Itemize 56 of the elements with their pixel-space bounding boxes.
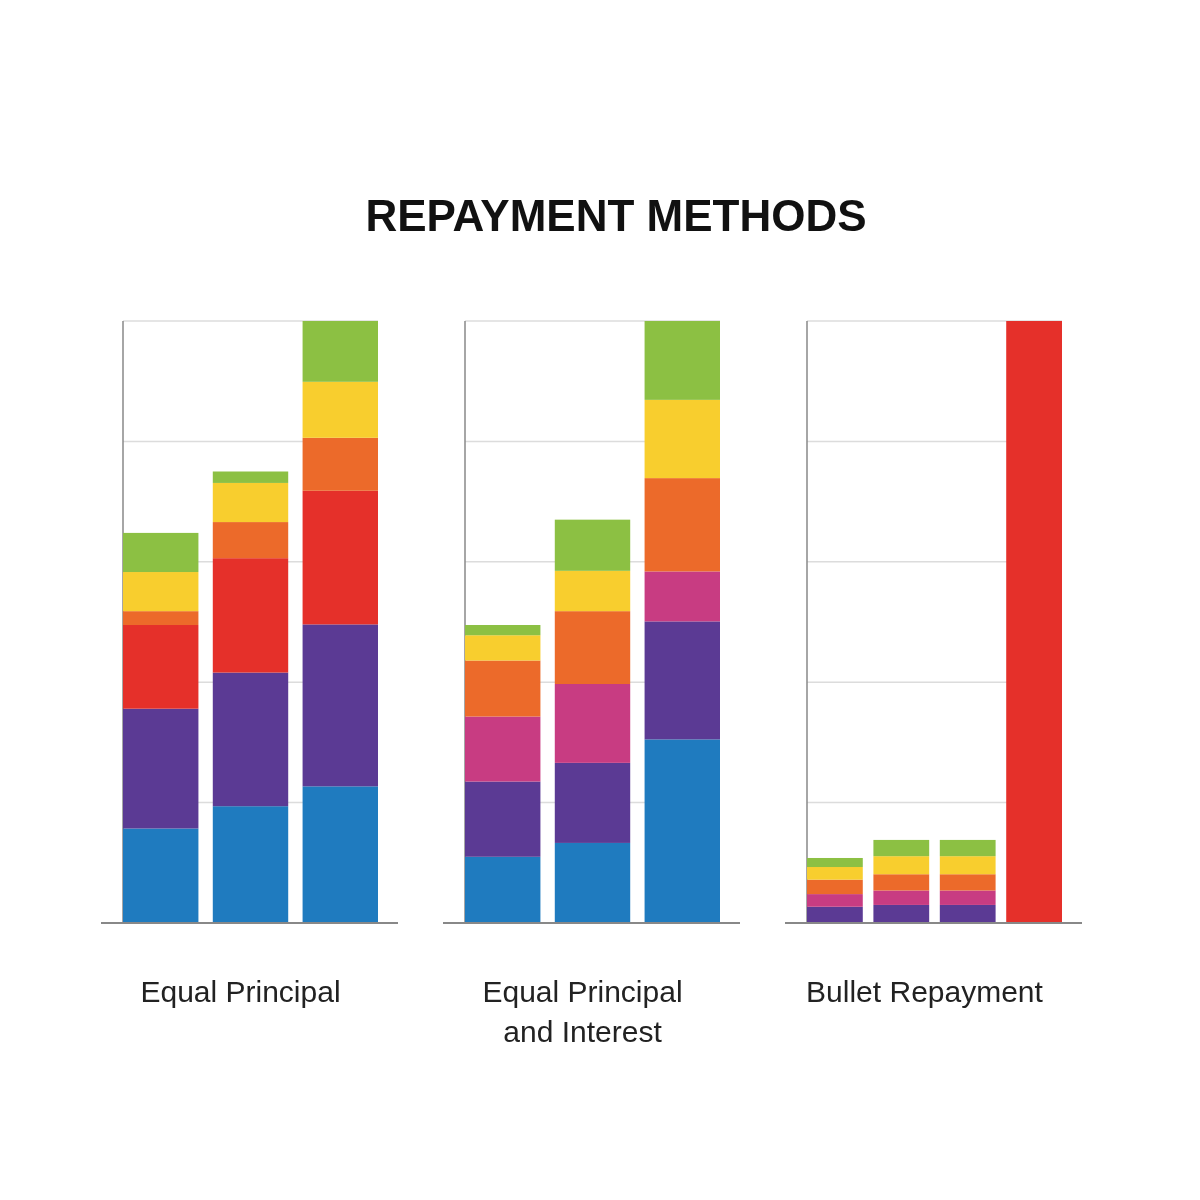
bar: [302, 490, 378, 625]
bar: [465, 635, 541, 661]
x-axis-title: Bullet Repayment: [806, 975, 1044, 1008]
bar: [554, 519, 631, 571]
x-axis-title: Equal Principal: [140, 975, 341, 1008]
bar: [212, 672, 289, 807]
bar: [465, 716, 541, 782]
bar: [123, 611, 199, 626]
bar: [644, 621, 720, 740]
bar: [123, 572, 199, 612]
bar: [465, 856, 541, 923]
bar: [465, 781, 541, 857]
bar: [123, 708, 199, 829]
x-axis-title: Equal Principal and Interest: [482, 975, 683, 1048]
bar: [807, 867, 863, 880]
bar: [1006, 321, 1062, 923]
bar: [644, 739, 720, 923]
bar: [939, 839, 996, 857]
bar: [554, 570, 631, 612]
chart-title: REPAYMENT METHODS: [365, 191, 867, 240]
bar: [939, 890, 996, 905]
bar: [554, 762, 631, 843]
bar: [873, 839, 930, 857]
bar: [807, 879, 863, 895]
bar: [644, 321, 720, 400]
bar: [302, 321, 378, 382]
bar: [302, 437, 378, 491]
bar: [807, 857, 863, 868]
bar: [465, 660, 541, 717]
bar: [644, 478, 720, 572]
bar: [302, 624, 378, 787]
bar: [554, 684, 631, 763]
bar: [123, 532, 199, 573]
bar: [302, 786, 378, 923]
bar: [644, 399, 720, 479]
bar: [939, 904, 996, 923]
bar: [123, 828, 199, 923]
bar: [123, 625, 199, 709]
bar: [212, 522, 289, 559]
bar: [644, 571, 720, 622]
bar: [302, 381, 378, 438]
bar: [939, 856, 996, 875]
bar: [212, 482, 289, 523]
bar: [807, 894, 863, 907]
bar: [554, 611, 631, 685]
bar: [873, 890, 930, 905]
bar: [873, 856, 930, 875]
bar: [873, 874, 930, 891]
bar: [873, 904, 930, 923]
bar: [554, 842, 631, 923]
bar: [212, 558, 289, 673]
bar: [465, 625, 541, 636]
bar: [212, 471, 289, 483]
bar: [807, 906, 863, 923]
bar: [939, 874, 996, 891]
bar: [212, 806, 289, 923]
